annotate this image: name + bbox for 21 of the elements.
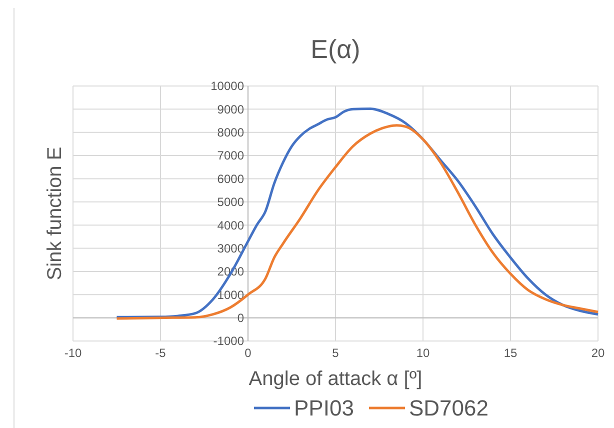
y-axis-title: Sink function E bbox=[44, 146, 66, 280]
y-tick-label: -1000 bbox=[213, 334, 244, 348]
y-tick-label: 8000 bbox=[217, 126, 244, 140]
x-tick-label: -10 bbox=[64, 346, 82, 360]
y-tick-label: 5000 bbox=[217, 195, 244, 210]
y-tick-label: 0 bbox=[237, 311, 244, 326]
x-tick-label: -5 bbox=[155, 346, 166, 360]
y-tick-label: 7000 bbox=[217, 148, 244, 163]
x-tick-label: 15 bbox=[504, 346, 518, 360]
legend-label: PPI03 bbox=[294, 396, 354, 421]
x-tick-label: 5 bbox=[332, 346, 340, 360]
x-tick-label: 20 bbox=[591, 346, 605, 360]
chart-title: E(α) bbox=[310, 34, 360, 64]
y-tick-label: 6000 bbox=[217, 172, 244, 186]
legend-label: SD7062 bbox=[409, 396, 489, 421]
y-tick-label: 1000 bbox=[217, 288, 244, 302]
x-tick-label: 10 bbox=[416, 346, 430, 360]
y-tick-label: 9000 bbox=[217, 102, 244, 116]
y-tick-label: 4000 bbox=[217, 218, 244, 232]
y-tick-label: 10000 bbox=[210, 79, 244, 94]
x-axis-title: Angle of attack α [º] bbox=[248, 368, 422, 390]
